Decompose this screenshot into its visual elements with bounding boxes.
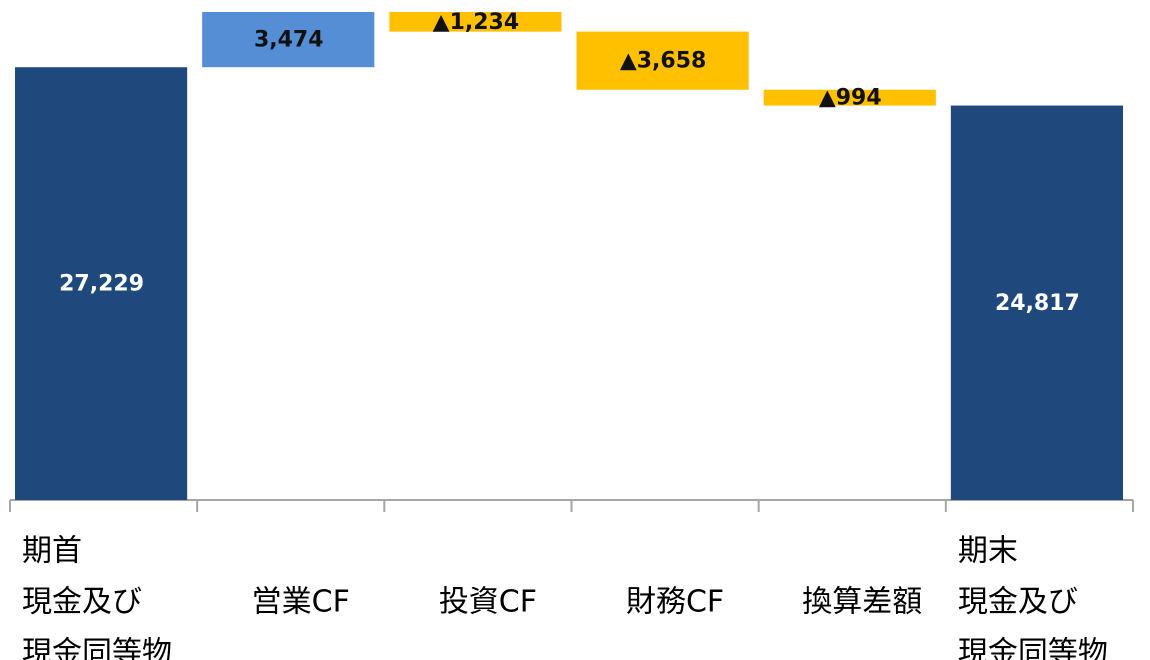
x-tick-label: 営業CF <box>252 585 350 620</box>
x-tick-label: 期末 <box>958 534 1018 569</box>
x-tick-label: 期首 <box>22 534 82 569</box>
bar <box>950 105 1123 500</box>
bar <box>576 31 749 90</box>
x-tick-label: 現金及び <box>22 585 142 620</box>
x-tick-label: 現金同等物 <box>958 636 1108 660</box>
value-label: ▲3,658 <box>620 49 707 74</box>
x-tick-label: 財務CF <box>626 585 724 620</box>
bar <box>202 12 375 68</box>
bar <box>389 12 562 32</box>
x-tick-label: 現金及び <box>958 585 1078 620</box>
value-label: 3,474 <box>254 28 324 53</box>
x-tick-label: 投資CF <box>439 585 537 620</box>
value-label: 27,229 <box>59 272 144 297</box>
bar <box>15 67 188 500</box>
x-tick-label: 現金同等物 <box>22 636 172 660</box>
value-label: ▲1,234 <box>433 10 520 35</box>
value-label: ▲994 <box>819 86 882 111</box>
bar <box>763 89 936 106</box>
x-tick-label: 換算差額 <box>802 585 922 620</box>
value-label: 24,817 <box>995 291 1080 316</box>
